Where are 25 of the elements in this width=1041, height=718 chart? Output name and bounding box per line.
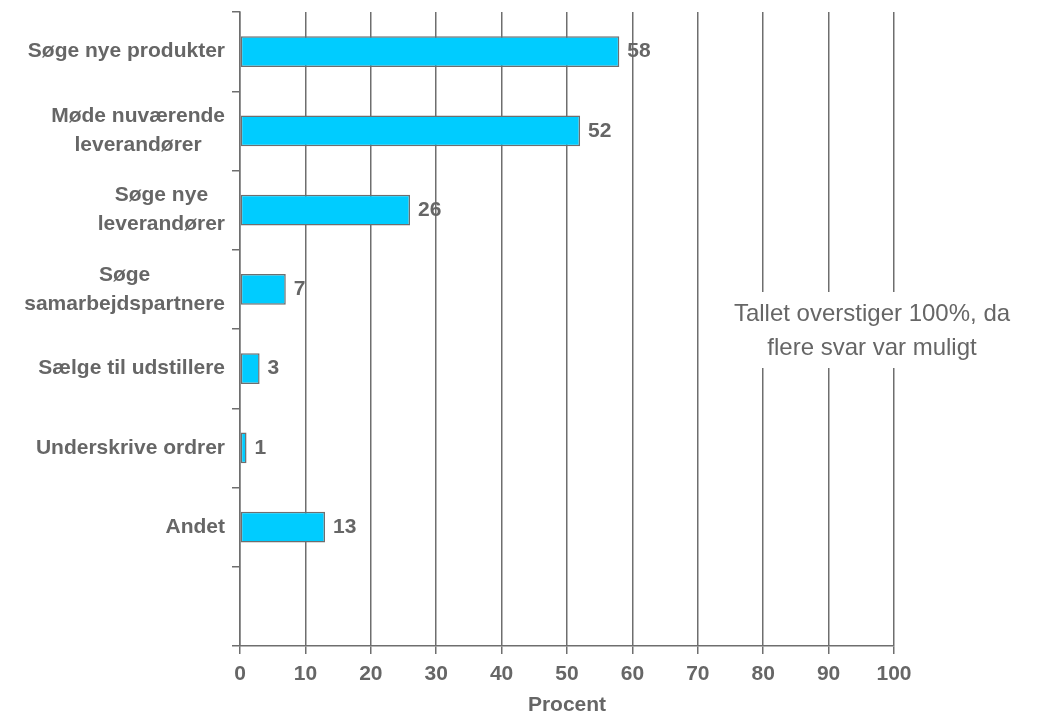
x-tick-label: 20 [359,661,383,685]
y-tick-label: Møde nuværende leverandører [51,103,225,156]
data-label: 13 [333,513,357,537]
y-tick-label: Underskrive ordrer [35,434,226,458]
y-tick-label: Søge nye leverandører [97,182,225,235]
x-tick-label: 0 [234,661,246,685]
x-tick-label: 70 [686,661,710,685]
x-tick-label: 40 [489,661,514,685]
data-label: 1 [254,434,267,458]
data-label: 52 [588,117,612,141]
x-tick-label: 60 [620,661,645,685]
x-tick-label: 50 [555,661,579,685]
y-tick-label: Andet [165,513,225,537]
x-tick-label: 100 [876,661,912,685]
x-axis-title: Procent [527,692,607,716]
x-tick-label: 90 [816,661,841,685]
x-tick-label: 10 [293,661,318,685]
annotation: Tallet overstiger 100%, da flere svar var muligt [708,292,1036,368]
y-tick-label: Sælge til udstillere [38,355,225,379]
x-tick-label: 80 [751,661,775,685]
y-tick-label: Søge nye produkter [27,38,225,62]
y-tick-label: Søge samarbejdspartnere [24,261,225,314]
data-label: 3 [267,355,280,379]
x-tick-label: 30 [424,661,448,685]
data-label: 7 [293,276,306,300]
